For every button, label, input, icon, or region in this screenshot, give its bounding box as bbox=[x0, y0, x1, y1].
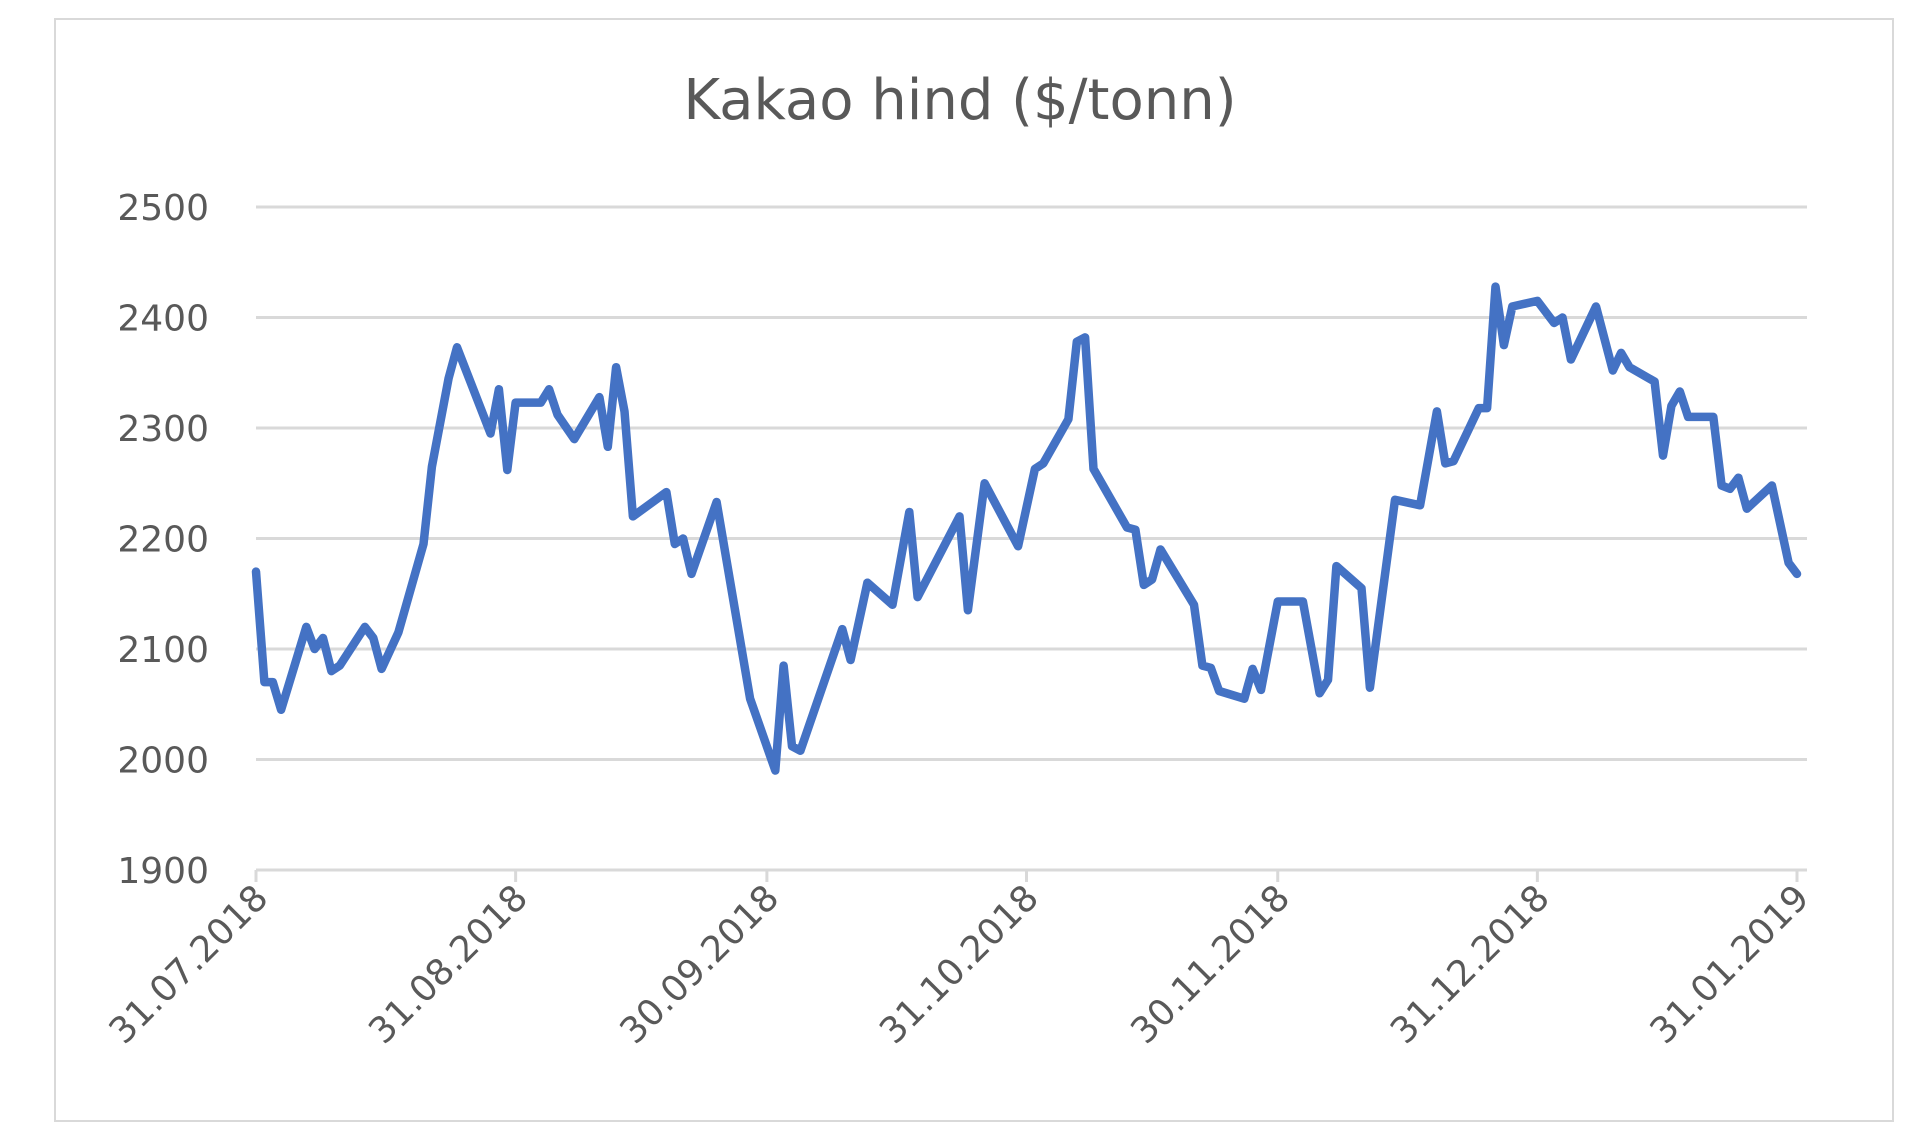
x-tick-label: 30.11.2018 bbox=[1123, 877, 1298, 1052]
y-tick-label: 2500 bbox=[117, 188, 209, 229]
x-tick-label: 30.09.2018 bbox=[612, 877, 787, 1052]
y-tick-label: 1900 bbox=[117, 851, 209, 892]
y-tick-label: 2400 bbox=[117, 299, 209, 340]
y-tick-label: 2200 bbox=[117, 520, 209, 561]
y-tick-label: 2300 bbox=[117, 409, 209, 450]
x-tick-label: 31.07.2018 bbox=[102, 877, 277, 1052]
x-tick-label: 31.08.2018 bbox=[361, 877, 536, 1052]
x-tick-label: 31.10.2018 bbox=[872, 877, 1047, 1052]
x-tick-label: 31.12.2018 bbox=[1383, 877, 1558, 1052]
price-line bbox=[251, 282, 1802, 775]
y-tick-label: 2000 bbox=[117, 741, 209, 782]
y-tick-label: 2100 bbox=[117, 630, 209, 671]
x-tick-label: 31.01.2019 bbox=[1643, 877, 1818, 1052]
chart-title: Kakao hind ($/tonn) bbox=[683, 68, 1237, 133]
chart-area bbox=[54, 18, 1894, 1122]
